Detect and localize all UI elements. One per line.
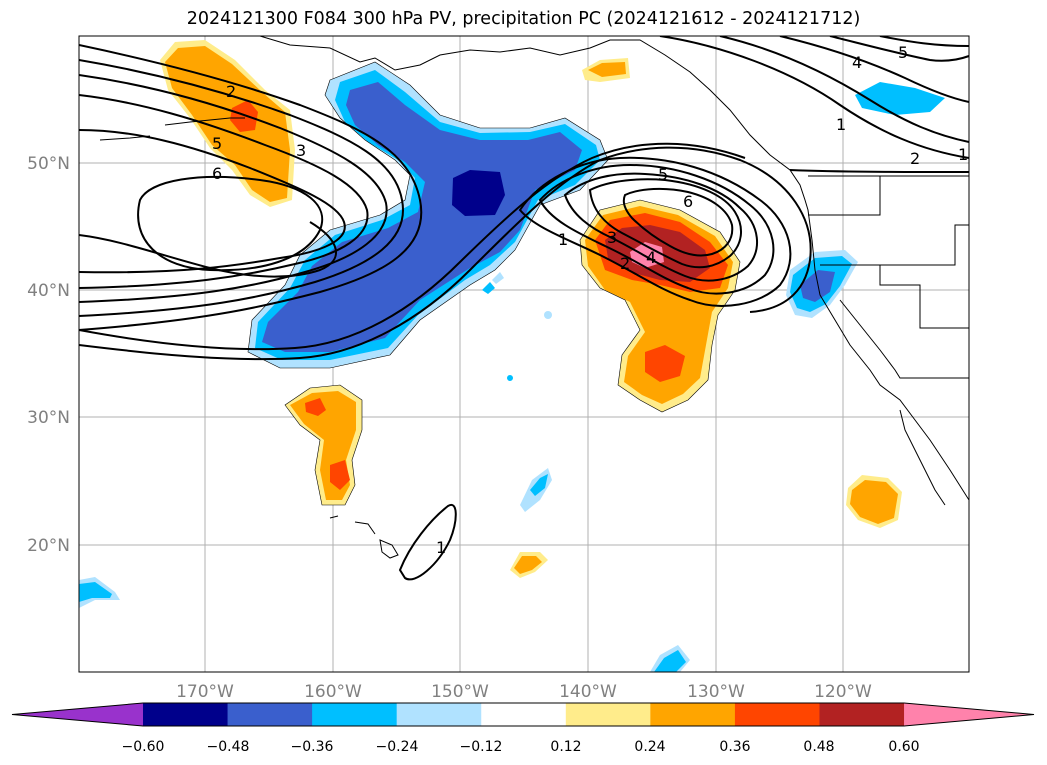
contour-label: 3 [296,141,306,160]
longitude-labels: 170°W 160°W 150°W 140°W 130°W 120°W [176,682,872,702]
colorbar-swatch [227,703,313,726]
colorbar-label: −0.12 [460,739,503,755]
colorbar-labels: −0.60 −0.48 −0.36 −0.24 −0.12 0.12 0.24 … [122,739,920,755]
lat-tick-label: 50°N [27,154,70,174]
contour-labels: 2 5 6 3 1 5 6 3 2 4 1 4 5 1 2 1 [212,43,968,557]
colorbar-swatch [650,703,736,726]
contour-label: 5 [212,134,222,153]
contour-label: 3 [607,228,617,247]
colorbar-extend-max [904,703,1034,726]
contour-label: 6 [212,164,222,183]
colorbar-swatch [312,703,398,726]
colorbar-outline [11,702,1035,727]
contour-label: 6 [683,192,693,211]
contour-label: 5 [898,43,908,62]
colorbar-label: −0.36 [291,739,334,755]
map-frame [78,35,970,673]
colorbar-label: −0.48 [207,739,250,755]
contour-label: 1 [558,230,568,249]
lon-tick-label: 140°W [559,682,617,702]
contour-label: 2 [226,82,236,101]
map-title: 2024121300 F084 300 hPa PV, precipitatio… [186,9,861,29]
colorbar-label: 0.60 [888,739,919,755]
colorbar-swatch [396,703,482,726]
colorbar-label: −0.24 [376,739,419,755]
contour-label: 1 [958,145,968,164]
lat-tick-label: 20°N [27,536,70,556]
colorbar-swatch [819,703,905,726]
contour-label: 5 [658,165,668,184]
colorbar-label: −0.60 [122,739,165,755]
lat-tick-label: 40°N [27,281,70,301]
pv-contours [79,36,969,581]
colorbar-label: 0.48 [803,739,834,755]
colorbar [11,702,1035,727]
colorbar-label: 0.36 [719,739,750,755]
contour-label: 2 [910,149,920,168]
coastlines [99,36,969,559]
latitude-labels: 50°N 40°N 30°N 20°N [27,154,70,556]
lat-tick-label: 30°N [27,408,70,428]
colorbar-swatch [565,703,651,726]
colorbar-swatch [481,703,567,726]
colorbar-label: 0.24 [634,739,665,755]
contour-label: 1 [436,538,446,557]
contour-label: 2 [620,254,630,273]
colorbar-swatch [734,703,820,726]
lon-tick-label: 120°W [814,682,872,702]
contour-label: 1 [836,115,846,134]
colorbar-extend-min [12,703,143,726]
political-borders [808,175,969,379]
lon-tick-label: 150°W [431,682,489,702]
contour-label: 4 [852,53,862,72]
contour-label: 4 [646,248,656,267]
colorbar-label: 0.12 [550,739,581,755]
lon-tick-label: 130°W [687,682,745,702]
lon-tick-label: 170°W [176,682,234,702]
lon-tick-label: 160°W [304,682,362,702]
colorbar-swatch [143,703,229,726]
